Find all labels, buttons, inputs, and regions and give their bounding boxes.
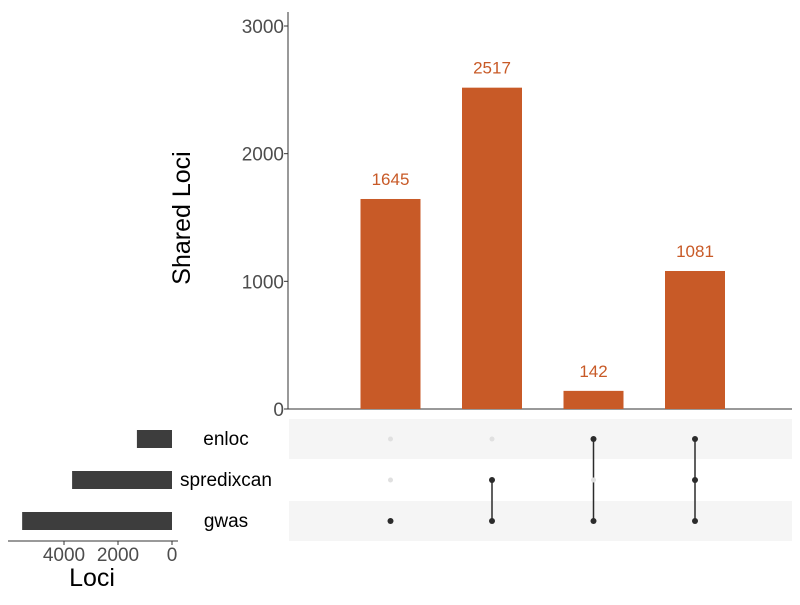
matrix-dot-inactive (388, 436, 393, 442)
matrix-dot-active (590, 518, 597, 524)
set-name-label: enloc (203, 429, 248, 450)
set-size-tick-label: 0 (167, 545, 178, 566)
matrix-dot-inactive (489, 436, 495, 442)
set-size-bar (22, 512, 173, 530)
matrix-dot-active (489, 518, 495, 524)
set-name-label: gwas (204, 511, 248, 532)
set-names: enloc spredixcan gwas (180, 429, 272, 532)
y-tick-label: 1000 (242, 272, 284, 293)
intersection-bars (360, 87, 725, 410)
set-size-tick-label: 2000 (97, 545, 139, 566)
intersection-bar-labels: 1645 2517 142 1081 (372, 59, 714, 381)
matrix-dot-active (489, 477, 495, 483)
matrix-stripe (289, 501, 792, 541)
y-tick-label: 3000 (242, 17, 284, 38)
matrix-stripes (289, 419, 792, 541)
intersection-bar (665, 270, 725, 409)
intersection-matrix (387, 436, 698, 524)
matrix-dot-inactive (591, 477, 596, 483)
matrix-dot-active (387, 518, 394, 524)
y-axis-label: Shared Loci (168, 151, 196, 284)
set-name-label: spredixcan (180, 470, 272, 491)
matrix-dot-active (692, 518, 698, 524)
intersection-bar-label: 2517 (473, 59, 511, 78)
matrix-dot-active (692, 477, 698, 483)
set-size-axis-label: Loci (69, 564, 115, 592)
intersection-bar-label: 142 (579, 362, 607, 381)
intersection-bar (360, 198, 421, 409)
intersection-bar-label: 1645 (372, 170, 410, 189)
intersection-bar (462, 87, 522, 410)
y-axis: 0 1000 2000 3000 Shared Loci (168, 12, 792, 421)
set-size-bar (136, 430, 172, 448)
y-tick-label: 2000 (242, 145, 284, 166)
y-tick-label: 0 (273, 400, 284, 421)
set-size-bar (72, 471, 172, 489)
y-ticks: 0 1000 2000 3000 (242, 17, 288, 421)
matrix-dot-inactive (388, 477, 393, 483)
intersection-bar-label: 1081 (676, 242, 714, 261)
set-size-axis: 4000 2000 0 Loci (8, 540, 178, 592)
matrix-dot-active (692, 436, 698, 442)
set-size-ticks: 4000 2000 0 (43, 541, 177, 566)
set-size-tick-label: 4000 (43, 545, 85, 566)
intersection-bar (563, 390, 624, 409)
matrix-dot-active (590, 436, 597, 442)
set-size-bars (22, 430, 173, 530)
matrix-stripe (289, 419, 792, 459)
